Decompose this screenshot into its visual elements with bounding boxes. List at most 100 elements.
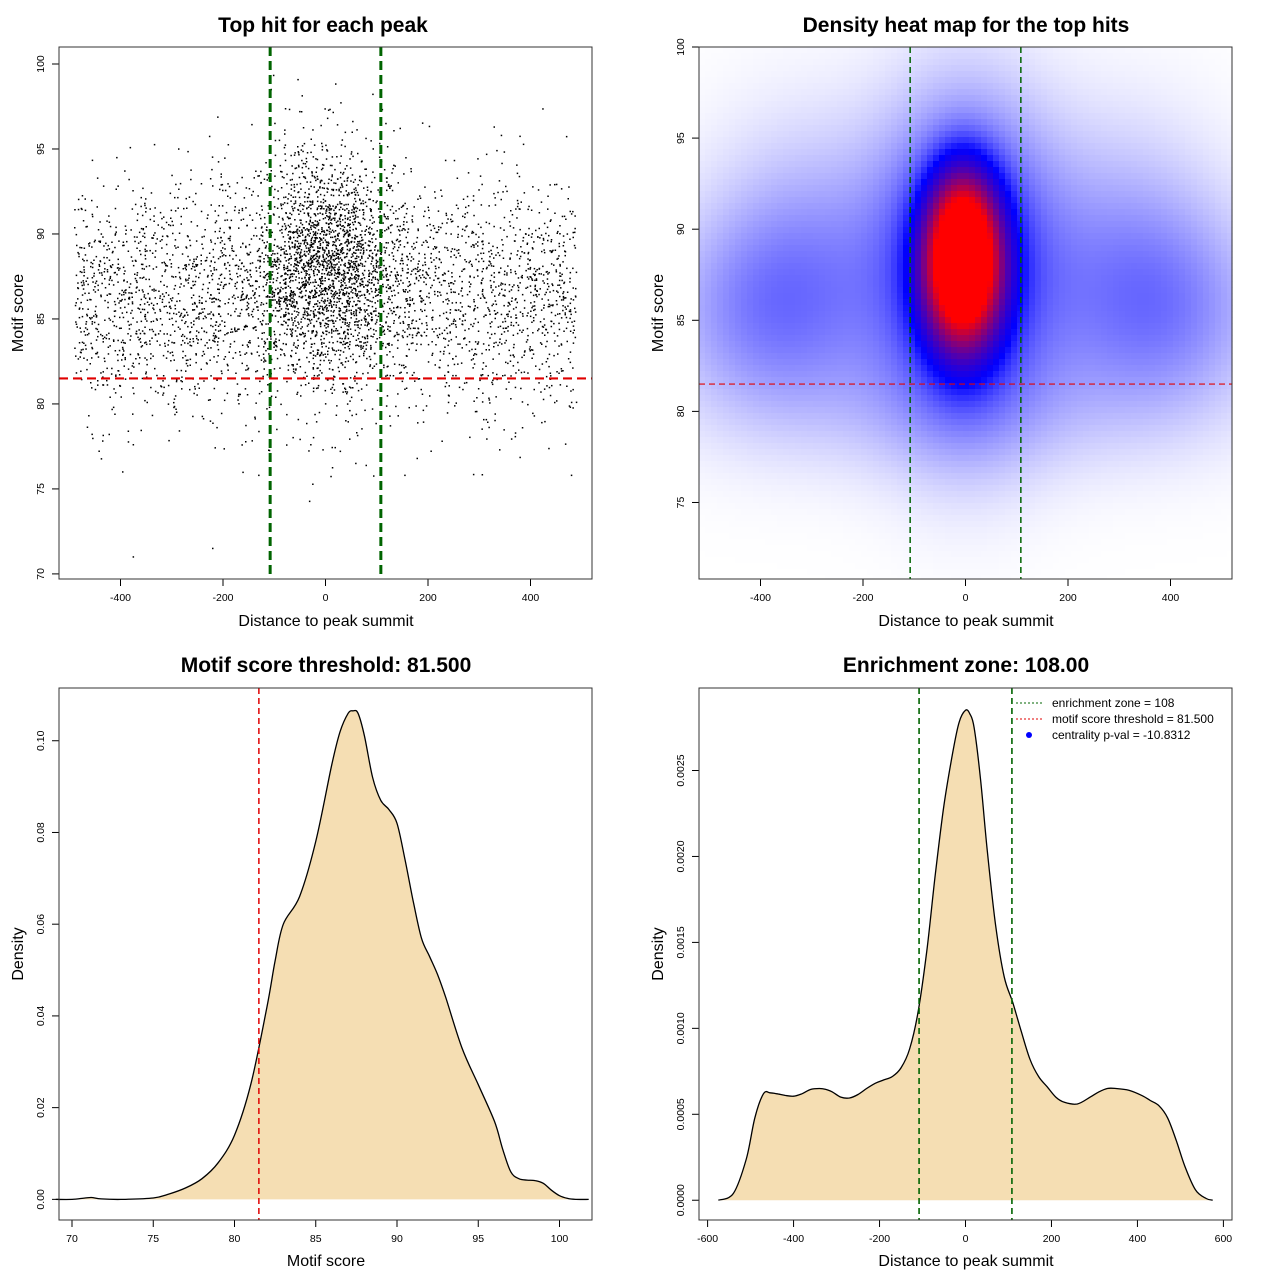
scatter-point (247, 346, 249, 348)
scatter-point (560, 343, 563, 345)
scatter-point (258, 430, 260, 433)
scatter-point (328, 347, 330, 349)
scatter-point (292, 280, 294, 282)
scatter-point (317, 213, 319, 215)
scatter-point (219, 256, 222, 258)
scatter-point (464, 313, 467, 315)
scatter-point (313, 265, 315, 268)
scatter-point (402, 289, 405, 291)
scatter-point (317, 250, 319, 252)
scatter-point (375, 363, 378, 365)
scatter-point (294, 263, 296, 265)
scatter-point (463, 382, 466, 384)
scatter-point (195, 335, 198, 337)
scatter-point (508, 381, 510, 383)
scatter-point (464, 229, 466, 232)
scatter-point (311, 289, 313, 292)
scatter-point (327, 326, 329, 328)
scatter-point (139, 250, 141, 252)
scatter-point (349, 158, 351, 160)
scatter-point (413, 206, 415, 208)
scatter-point (351, 266, 354, 269)
scatter-point (450, 250, 452, 253)
scatter-point (172, 232, 174, 235)
scatter-point (498, 285, 500, 287)
scatter-point (457, 343, 459, 345)
scatter-point (209, 399, 211, 401)
scatter-point (575, 296, 577, 298)
scatter-point (345, 284, 347, 287)
scatter-point (312, 436, 315, 439)
scatter-point (215, 336, 218, 338)
scatter-point (344, 277, 346, 279)
scatter-point (294, 219, 296, 221)
scatter-point (284, 133, 286, 135)
scatter-point (362, 274, 365, 276)
scatter-point (329, 222, 332, 224)
scatter-point (523, 307, 526, 309)
scatter-point (150, 321, 152, 323)
scatter-point (533, 305, 536, 307)
scatter-point (477, 330, 480, 332)
scatter-point (75, 323, 78, 325)
scatter-point (390, 271, 392, 273)
scatter-point (300, 111, 303, 113)
scatter-point (219, 315, 222, 318)
scatter-point (336, 405, 338, 407)
scatter-point (391, 312, 394, 315)
scatter-point (375, 295, 377, 297)
scatter-point (482, 268, 484, 270)
scatter-point (95, 255, 98, 258)
scatter-point (159, 330, 162, 332)
scatter-point (210, 239, 212, 241)
scatter-point (465, 206, 467, 209)
scatter-point (556, 303, 558, 306)
scatter-point (519, 456, 521, 459)
scatter-point (78, 342, 81, 344)
scatter-point (300, 286, 302, 289)
scatter-point (312, 306, 315, 308)
scatter-point (306, 325, 309, 327)
scatter-point (300, 318, 303, 320)
scatter-point (432, 309, 434, 312)
scatter-point (420, 343, 422, 346)
scatter-point (567, 321, 569, 323)
scatter-point (301, 326, 303, 328)
scatter-point (85, 280, 87, 282)
scatter-point (520, 201, 522, 203)
scatter-point (322, 332, 325, 335)
scatter-point (85, 321, 88, 323)
scatter-point (302, 208, 304, 211)
scatter-point (248, 253, 250, 256)
scatter-point (223, 277, 226, 279)
scatter-point (260, 304, 262, 306)
scatter-point (510, 438, 513, 440)
scatter-point (263, 361, 265, 363)
scatter-point (314, 289, 316, 291)
scatter-point (267, 212, 270, 214)
scatter-point (106, 271, 109, 273)
scatter-point (364, 324, 366, 326)
scatter-point (385, 122, 387, 125)
scatter-point (493, 192, 495, 195)
scatter-point (510, 269, 512, 271)
scatter-point (386, 374, 389, 377)
scatter-point (535, 229, 537, 232)
scatter-point (289, 269, 291, 271)
scatter-point (348, 286, 351, 288)
scatter-point (150, 353, 152, 355)
scatter-point (432, 248, 435, 250)
scatter-point (101, 274, 103, 276)
scatter-point (263, 359, 266, 361)
scatter-point (345, 306, 347, 308)
scatter-point (308, 277, 310, 280)
scatter-point (407, 231, 409, 234)
scatter-point (238, 212, 240, 214)
scatter-point (305, 270, 307, 272)
scatter-point (294, 257, 296, 260)
scatter-point (369, 365, 371, 368)
scatter-point (405, 300, 408, 302)
scatter-point (305, 157, 308, 160)
scatter-point (289, 247, 291, 249)
scatter-point (393, 130, 395, 132)
